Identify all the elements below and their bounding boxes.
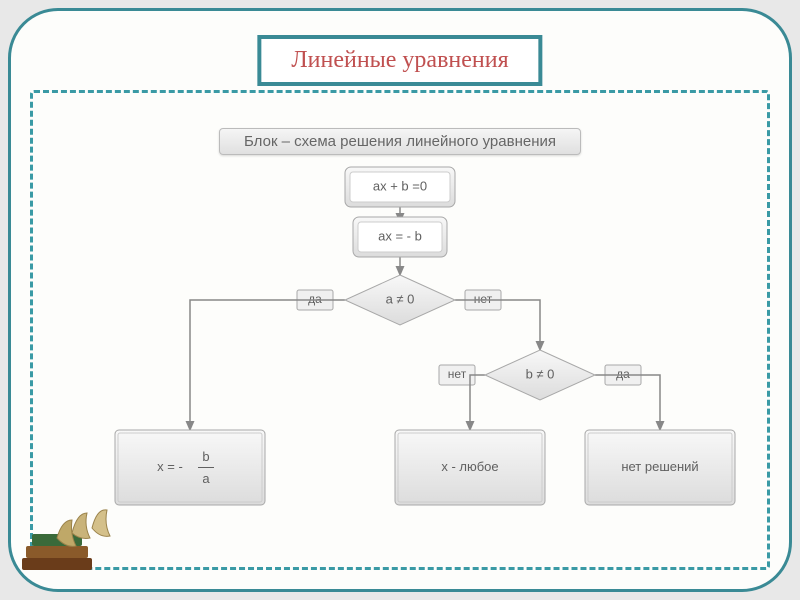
svg-text:нет решений: нет решений xyxy=(621,459,698,474)
svg-text:a ≠ 0: a ≠ 0 xyxy=(386,291,415,306)
svg-text:ax + b =0: ax + b =0 xyxy=(373,178,427,193)
svg-text:x - любое: x - любое xyxy=(441,459,498,474)
svg-text:нет: нет xyxy=(474,292,493,306)
page-title: Линейные уравнения xyxy=(257,35,542,86)
svg-text:b ≠ 0: b ≠ 0 xyxy=(526,366,555,381)
svg-text:да: да xyxy=(616,367,630,381)
svg-text:да: да xyxy=(308,292,322,306)
svg-text:b: b xyxy=(202,449,209,464)
svg-text:нет: нет xyxy=(448,367,467,381)
svg-text:x = -: x = - xyxy=(157,459,183,474)
flowchart-title: Блок – схема решения линейного уравнения xyxy=(219,128,581,155)
svg-text:ax = - b: ax = - b xyxy=(378,228,422,243)
books-decoration-icon xyxy=(12,498,122,588)
svg-text:a: a xyxy=(202,471,210,486)
flowchart-svg: данетнетда ax + b =0ax = - ba ≠ 0b ≠ 0x … xyxy=(40,160,760,560)
